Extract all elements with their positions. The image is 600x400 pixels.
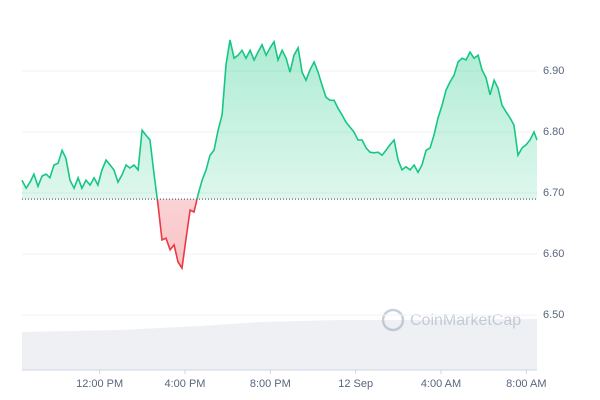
y-tick-label: 6.50 (543, 309, 564, 321)
x-tick-label: 12:00 PM (76, 378, 123, 390)
y-tick-label: 6.70 (543, 187, 564, 199)
watermark: CoinMarketCap (381, 308, 521, 332)
x-tick-label: 4:00 AM (421, 378, 461, 390)
x-tick-label: 4:00 PM (165, 378, 206, 390)
y-tick-label: 6.80 (543, 126, 564, 138)
x-tick-label: 8:00 PM (250, 378, 291, 390)
x-tick-label: 12 Sep (338, 378, 373, 390)
y-tick-label: 6.60 (543, 248, 564, 260)
price-line (21, 39, 538, 200)
watermark-text: CoinMarketCap (410, 312, 521, 329)
volume-area (22, 319, 537, 370)
area-above (22, 39, 537, 200)
x-tick-label: 8:00 AM (506, 378, 546, 390)
y-tick-label: 6.90 (543, 65, 564, 77)
